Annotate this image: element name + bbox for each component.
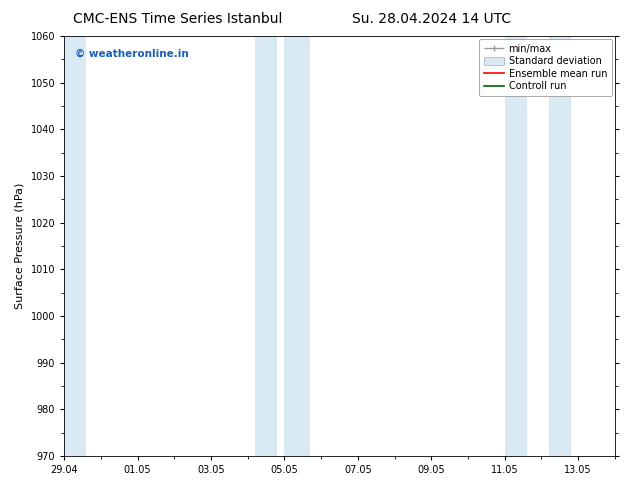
Y-axis label: Surface Pressure (hPa): Surface Pressure (hPa) [15, 183, 25, 309]
Text: CMC-ENS Time Series Istanbul: CMC-ENS Time Series Istanbul [73, 12, 282, 26]
Legend: min/max, Standard deviation, Ensemble mean run, Controll run: min/max, Standard deviation, Ensemble me… [479, 39, 612, 96]
Text: © weatheronline.in: © weatheronline.in [75, 49, 189, 59]
Bar [549, 36, 571, 456]
Bar [255, 36, 277, 456]
Text: Su. 28.04.2024 14 UTC: Su. 28.04.2024 14 UTC [352, 12, 510, 26]
Bar [505, 36, 527, 456]
Bar [285, 36, 310, 456]
Bar [64, 36, 86, 456]
